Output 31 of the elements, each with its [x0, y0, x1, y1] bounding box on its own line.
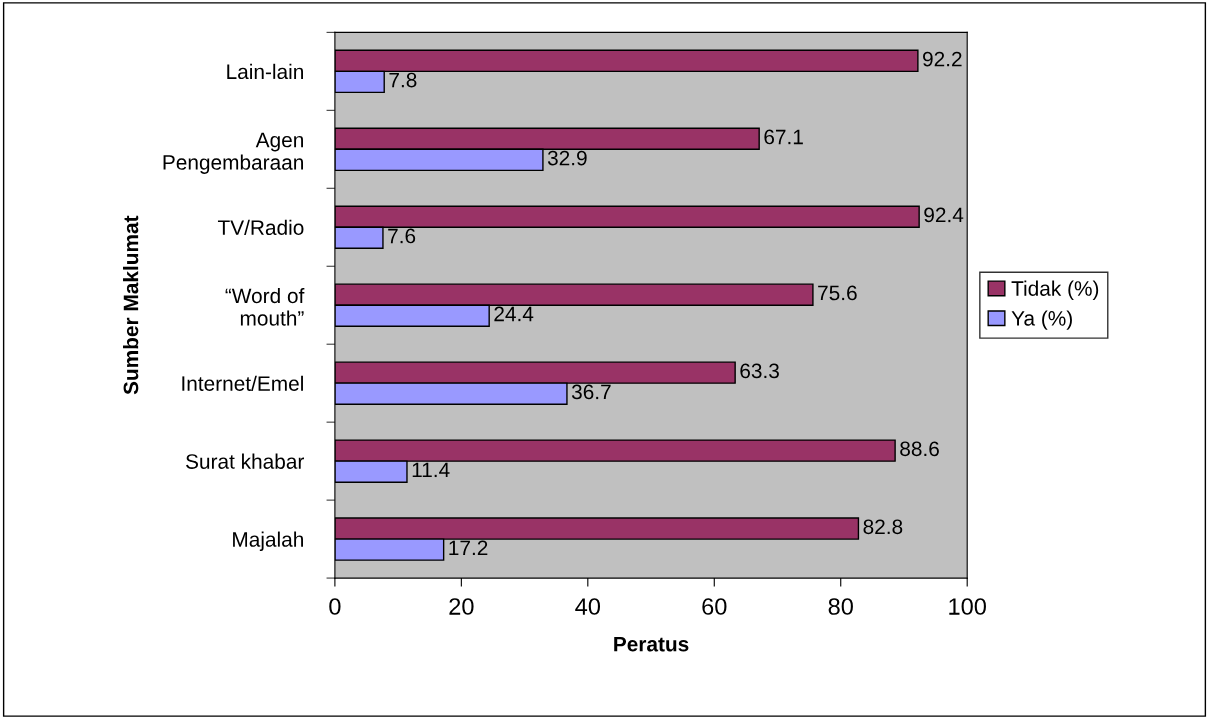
y-axis-title: Sumber Maklumat [123, 215, 139, 395]
data-label: 32.9 [547, 150, 587, 166]
x-tick-label: 80 [828, 598, 853, 615]
legend-label: Ya (%) [1011, 310, 1072, 330]
data-label: 17.2 [449, 540, 488, 556]
data-label: 7.6 [388, 228, 416, 244]
x-tick-label: 60 [702, 598, 727, 615]
x-tick-label: 0 [329, 598, 341, 615]
data-label: 36.7 [571, 384, 611, 400]
x-axis-title: Peratus [614, 636, 689, 652]
data-label: 75.6 [818, 285, 857, 301]
y-tick-label: “Word of mouth” [225, 287, 305, 326]
data-label: 7.8 [389, 72, 417, 88]
data-label: 24.4 [494, 306, 534, 322]
data-label: 67.1 [764, 129, 803, 145]
data-label: 11.4 [412, 462, 450, 478]
data-label: 82.8 [863, 519, 903, 535]
x-tick-label: 40 [575, 598, 601, 615]
y-tick-label: TV/Radio [217, 219, 304, 236]
y-tick-label: Lain-lain [227, 63, 303, 80]
data-label: 92.4 [924, 207, 964, 223]
y-tick-label: Agen Pengembaraan [163, 132, 303, 174]
data-label: 63.3 [740, 363, 779, 379]
data-label: 88.6 [900, 441, 939, 457]
y-tick-label: Surat khabar [186, 453, 304, 469]
legend-label: Tidak (%) [1011, 280, 1099, 300]
y-tick-label: Internet/Emel [182, 375, 303, 391]
data-label: 92.2 [923, 51, 962, 67]
y-tick-label: Majalah [233, 531, 303, 551]
x-tick-label: 100 [949, 598, 986, 615]
x-tick-label: 20 [449, 598, 474, 615]
